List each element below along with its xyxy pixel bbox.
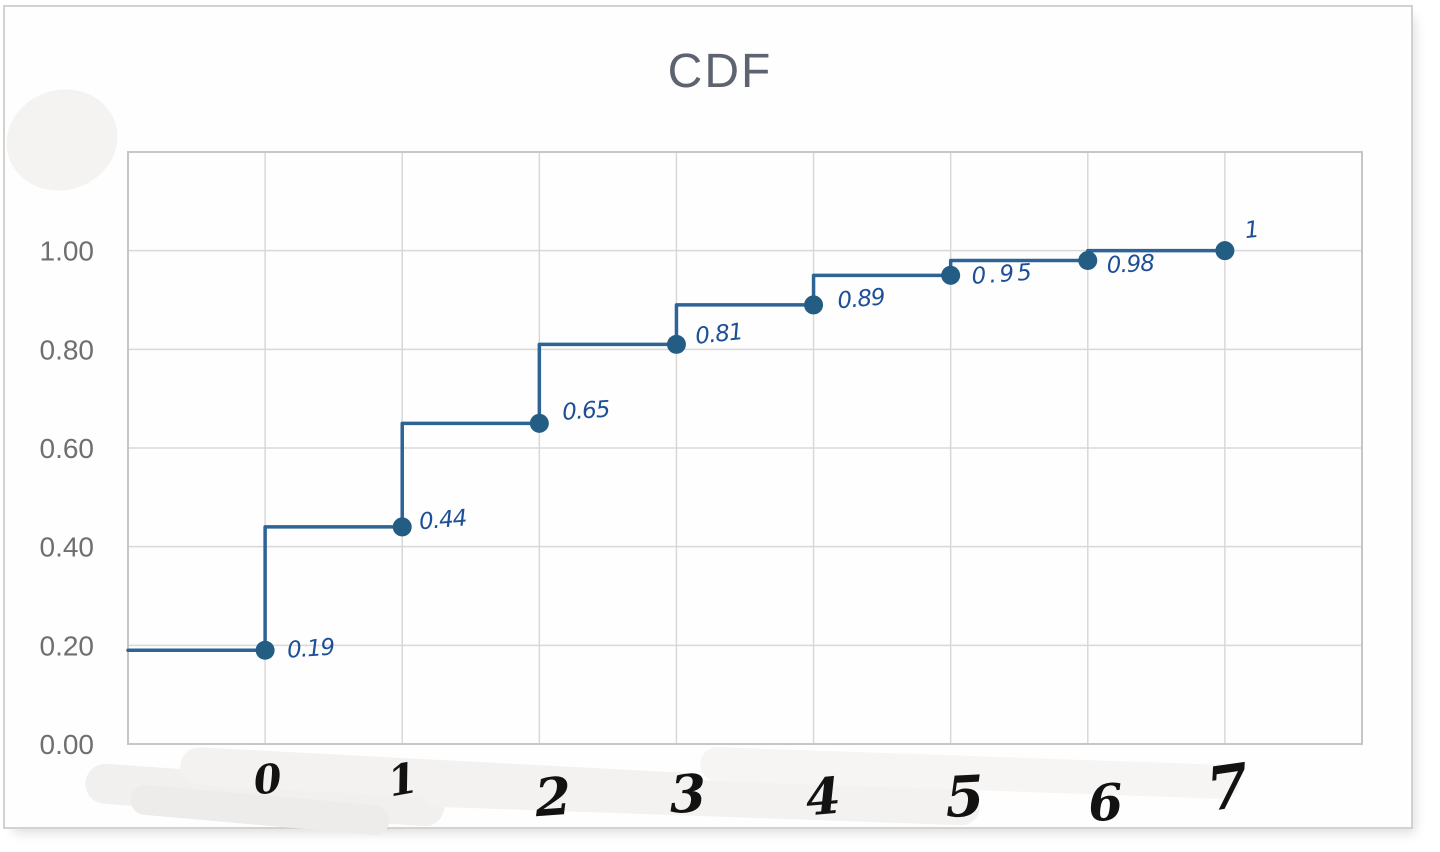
- data-point-label: 0.44: [418, 505, 467, 535]
- x-tick-label: 6: [1086, 772, 1125, 833]
- x-tick-label: 4: [803, 766, 843, 828]
- y-tick-label: 0.60: [40, 433, 95, 464]
- data-point-marker: [392, 517, 412, 537]
- y-tick-label: 0.20: [40, 630, 95, 661]
- y-tick-label: 0.00: [40, 729, 95, 760]
- data-point-marker: [941, 265, 961, 285]
- smudge-mark: [130, 784, 390, 836]
- smudge-mark: [420, 770, 980, 826]
- data-point-label: 0.19: [286, 634, 335, 663]
- y-tick-label: 0.40: [40, 532, 95, 563]
- data-point-marker: [255, 640, 275, 660]
- y-tick-label: 0.80: [40, 334, 95, 365]
- x-tick-label: 7: [1203, 751, 1254, 826]
- data-point-label: 1: [1243, 217, 1259, 244]
- data-point-marker: [529, 413, 549, 433]
- data-point-label: 0.89: [836, 284, 886, 314]
- smudge-mark: [6, 89, 118, 191]
- data-point-marker: [1078, 251, 1098, 271]
- data-point-marker: [1215, 241, 1235, 261]
- chart-title: CDF: [667, 45, 773, 98]
- chart-card: [3, 5, 1413, 829]
- plot-border: [127, 151, 1363, 745]
- data-point-marker: [804, 295, 824, 315]
- data-point-label: 0.98: [1106, 251, 1155, 279]
- data-point-label: 0.81: [694, 319, 744, 350]
- smudge-mark: [700, 747, 1240, 799]
- y-tick-label: 1.00: [40, 236, 95, 267]
- data-point-label: 0.65: [561, 397, 610, 426]
- x-tick-label: 2: [532, 766, 573, 829]
- x-tick-label: 3: [669, 763, 707, 825]
- cdf-step-line: [126, 248, 1227, 653]
- x-tick-label: 0: [251, 755, 284, 805]
- data-point-marker: [666, 334, 686, 354]
- data-point-label: 0.95: [971, 259, 1036, 289]
- x-tick-label: 5: [943, 763, 985, 831]
